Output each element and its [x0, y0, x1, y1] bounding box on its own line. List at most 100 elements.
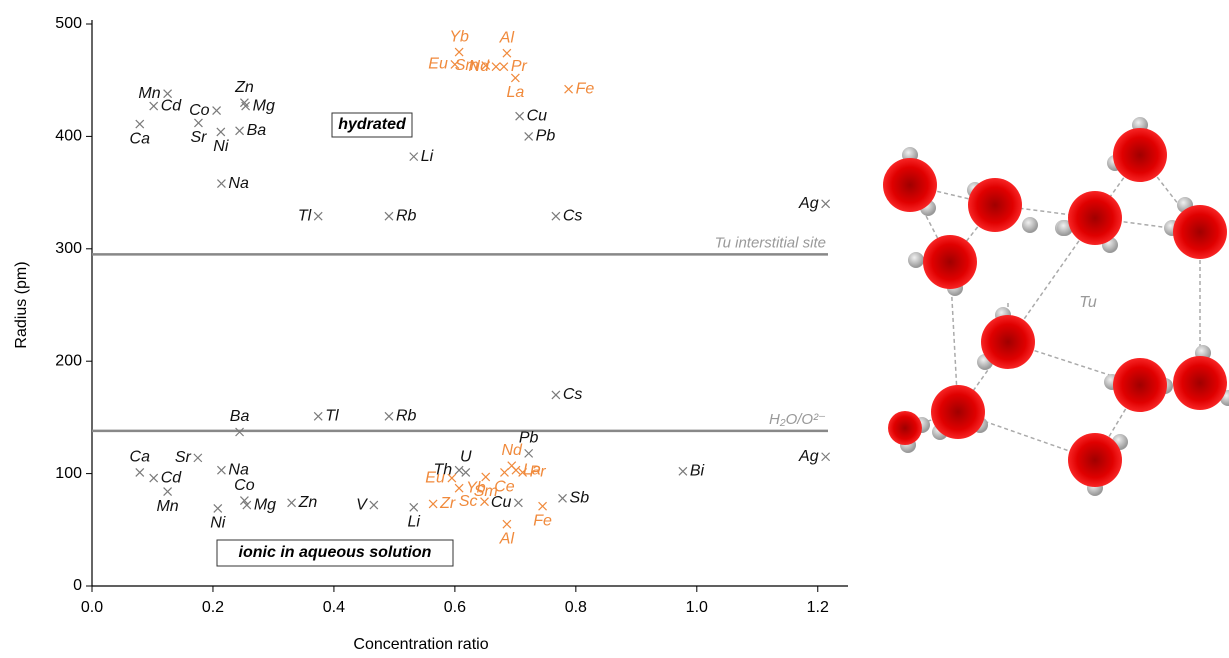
point-label: Fe — [533, 512, 552, 529]
diagram-label: Tu — [1079, 294, 1097, 311]
oxygen-atom — [1113, 128, 1167, 182]
oxygen-atom — [1173, 205, 1227, 259]
point — [217, 180, 225, 188]
y-tick-label: 100 — [55, 465, 82, 482]
point — [288, 499, 296, 507]
point — [429, 500, 437, 508]
point-label: Ba — [247, 122, 267, 139]
point — [136, 468, 144, 476]
reference-label: Tu interstitial site — [715, 234, 826, 251]
point — [822, 200, 830, 208]
x-tick-label: 0.6 — [444, 599, 466, 616]
point-label: Fe — [576, 80, 595, 97]
annotation: hydrated — [338, 116, 407, 133]
point — [552, 212, 560, 220]
point-label: Ce — [494, 479, 515, 496]
point — [410, 153, 418, 161]
point-label: Pr — [530, 464, 547, 481]
point-label: Zr — [439, 495, 456, 512]
oxygen-atom — [968, 178, 1022, 232]
point — [455, 484, 463, 492]
y-tick-label: 0 — [73, 577, 82, 594]
point — [455, 48, 463, 56]
point-label: Bi — [690, 463, 705, 480]
point — [194, 119, 202, 127]
x-tick-label: 0.0 — [81, 599, 103, 616]
point-label: Tl — [325, 407, 339, 424]
point — [213, 107, 221, 115]
point-label: La — [506, 84, 524, 101]
point-label: Rb — [396, 407, 417, 424]
y-tick-label: 300 — [55, 240, 82, 257]
point — [385, 412, 393, 420]
y-tick-label: 200 — [55, 352, 82, 369]
point-label: Mg — [253, 97, 275, 114]
point — [462, 468, 470, 476]
point — [482, 473, 490, 481]
point — [503, 49, 511, 57]
point-label: Mn — [156, 498, 178, 515]
point — [552, 391, 560, 399]
point — [503, 520, 511, 528]
point — [370, 501, 378, 509]
x-tick-label: 1.0 — [686, 599, 708, 616]
point-label: Mg — [254, 496, 276, 513]
point-label: Nd — [502, 442, 524, 459]
point-label: U — [460, 449, 472, 466]
oxygen-atom — [888, 411, 922, 445]
point — [385, 212, 393, 220]
x-tick-label: 0.8 — [565, 599, 587, 616]
hydrogen-atom — [1022, 217, 1038, 233]
point-label: Cd — [161, 97, 183, 114]
oxygen-atom — [883, 158, 937, 212]
point-label: Cu — [527, 107, 548, 124]
point — [822, 453, 830, 461]
x-axis-label: Concentration ratio — [353, 636, 488, 653]
hydrogen-atom — [908, 252, 924, 268]
point-label: Sr — [190, 129, 207, 146]
point — [410, 503, 418, 511]
point-label: Li — [421, 148, 434, 165]
point-label: Cd — [161, 469, 183, 486]
y-tick-label: 500 — [55, 15, 82, 32]
point — [565, 85, 573, 93]
point — [525, 132, 533, 140]
oxygen-atom — [1113, 358, 1167, 412]
oxygen-atom — [1068, 433, 1122, 487]
point-label: Ba — [230, 408, 250, 425]
point — [150, 102, 158, 110]
oxygen-atom — [981, 315, 1035, 369]
chart: Concentration ratio Radius (pm) hydrated… — [0, 0, 1229, 653]
point — [679, 467, 687, 475]
point-label: Sr — [175, 449, 192, 466]
point — [150, 474, 158, 482]
point-label: Na — [228, 175, 249, 192]
point — [511, 74, 519, 82]
point-label: Sb — [570, 490, 590, 507]
point — [559, 494, 567, 502]
oxygen-atom — [931, 385, 985, 439]
point-label: Ni — [213, 138, 229, 155]
point — [516, 112, 524, 120]
point-label: Pb — [536, 128, 556, 145]
point — [525, 449, 533, 457]
point — [194, 454, 202, 462]
annotation: ionic in aqueous solution — [239, 544, 432, 561]
point — [164, 488, 172, 496]
point-label: Cs — [563, 386, 583, 403]
point-label: Ag — [798, 195, 819, 212]
y-tick-label: 400 — [55, 128, 82, 145]
oxygen-atom — [923, 235, 977, 289]
point — [539, 502, 547, 510]
point-label: Co — [189, 102, 210, 119]
point-label: Yb — [449, 28, 469, 45]
point — [214, 504, 222, 512]
point — [500, 63, 508, 71]
x-tick-label: 1.2 — [807, 599, 829, 616]
point-label: Ni — [210, 515, 226, 532]
x-tick-label: 0.2 — [202, 599, 224, 616]
point — [217, 128, 225, 136]
point-label: Eu — [425, 469, 445, 486]
point — [492, 63, 500, 71]
point-label: Pr — [511, 58, 528, 75]
